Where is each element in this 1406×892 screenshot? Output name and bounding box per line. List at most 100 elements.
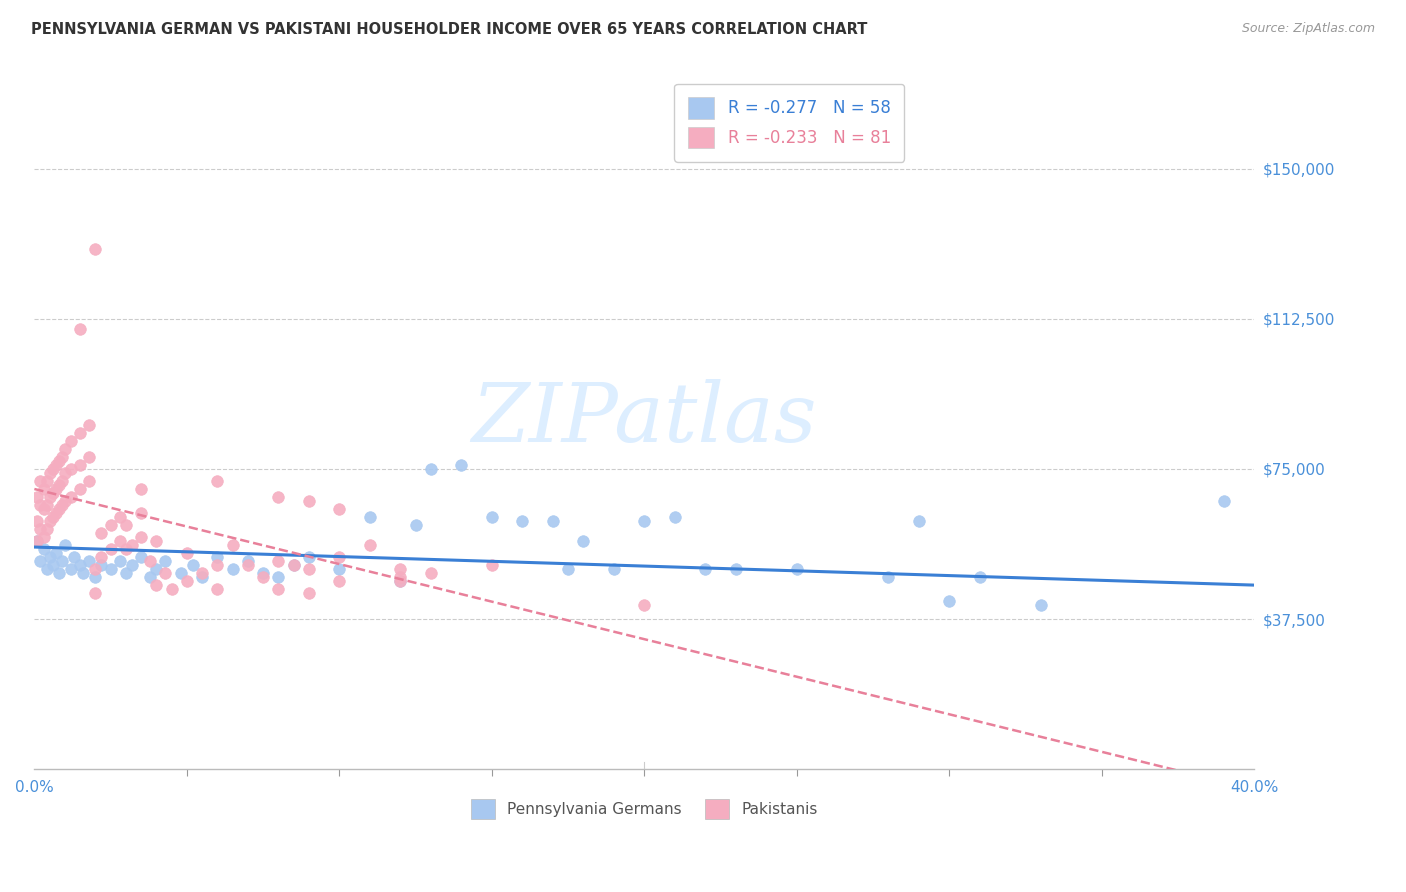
Point [35,474,58,488]
Point [51,474,73,488]
Point [41,486,63,500]
Point [298,494,321,508]
Point [405,518,427,533]
Point [27,534,49,549]
Point [32,482,55,496]
Point [221,562,243,576]
Point [328,562,350,576]
Point [38,550,60,565]
Point [328,550,350,565]
Point [664,510,686,524]
Point [27,490,49,504]
Point [53,494,76,508]
Point [84,586,107,600]
Point [30,474,52,488]
Point [236,554,259,568]
Point [191,566,214,580]
Point [207,550,229,565]
Point [267,570,290,584]
Text: Source: ZipAtlas.com: Source: ZipAtlas.com [1241,22,1375,36]
Point [45,458,67,472]
Point [90,526,112,541]
Point [181,558,204,572]
Point [51,554,73,568]
Point [389,570,412,584]
Point [121,538,143,552]
Point [53,538,76,552]
Point [115,566,138,580]
Point [45,546,67,560]
Point [907,514,929,528]
Point [59,434,82,448]
Point [32,542,55,557]
Point [32,502,55,516]
Point [53,442,76,456]
Point [191,570,214,584]
Point [481,558,503,572]
Point [38,490,60,504]
Point [27,534,49,549]
Point [389,574,412,588]
Point [77,450,100,464]
Point [35,498,58,512]
Point [59,462,82,476]
Point [267,554,290,568]
Point [30,522,52,536]
Point [129,530,152,544]
Point [450,458,472,472]
Point [48,502,70,516]
Point [155,566,177,580]
Text: ZIPatlas: ZIPatlas [471,379,817,458]
Point [969,570,991,584]
Point [419,462,441,476]
Point [328,574,350,588]
Point [603,562,626,576]
Point [115,542,138,557]
Point [298,550,321,565]
Point [90,558,112,572]
Point [108,510,131,524]
Point [59,490,82,504]
Point [45,506,67,520]
Point [69,425,91,440]
Point [328,502,350,516]
Point [51,498,73,512]
Point [510,514,533,528]
Point [41,510,63,524]
Point [176,546,198,560]
Point [53,466,76,480]
Point [695,562,717,576]
Point [84,562,107,576]
Point [938,594,960,608]
Point [298,586,321,600]
Point [90,550,112,565]
Point [252,570,274,584]
Point [419,566,441,580]
Point [32,530,55,544]
Point [129,506,152,520]
Point [221,538,243,552]
Point [160,582,183,596]
Point [45,482,67,496]
Point [298,562,321,576]
Point [267,490,290,504]
Point [115,518,138,533]
Point [283,558,305,572]
Point [108,554,131,568]
Point [48,566,70,580]
Point [176,574,198,588]
Point [283,558,305,572]
Point [77,417,100,432]
Point [35,522,58,536]
Point [69,482,91,496]
Point [481,510,503,524]
Point [207,474,229,488]
Point [129,550,152,565]
Point [1212,494,1234,508]
Point [30,554,52,568]
Point [59,562,82,576]
Point [38,514,60,528]
Point [139,570,162,584]
Point [27,514,49,528]
Point [389,562,412,576]
